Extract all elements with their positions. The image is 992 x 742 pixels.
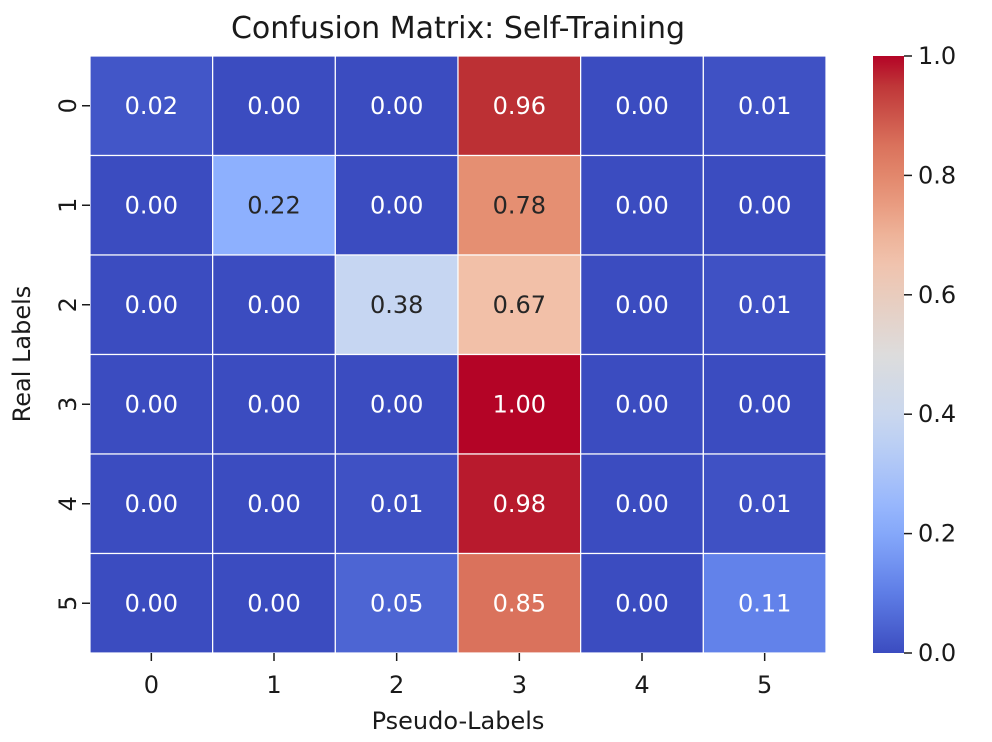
cell-value-r2-c1: 0.00 [247, 291, 300, 319]
cell-value-r3-c0: 0.00 [125, 390, 178, 418]
heatmap-cell-r1-c5 [702, 154, 827, 256]
cell-value-r2-c5: 0.01 [738, 291, 791, 319]
heatmap-cell-r4-c0 [89, 453, 214, 555]
cell-value-r4-c0: 0.00 [125, 490, 178, 518]
cell-value-r0-c2: 0.00 [370, 92, 423, 120]
heatmap-cell-r2-c1 [212, 254, 336, 356]
heatmap-cell-r3-c3 [457, 353, 582, 455]
cell-value-r3-c3: 1.00 [493, 390, 546, 418]
x-tick-label-4: 4 [634, 671, 649, 699]
y-axis-ticks: 0 1 2 3 4 5 [54, 98, 90, 611]
x-tick-label-0: 0 [144, 671, 159, 699]
heatmap-cell-r3-c5 [702, 353, 827, 455]
cell-value-r5-c3: 0.85 [493, 589, 546, 617]
x-axis-label: Pseudo-Labels [372, 707, 545, 735]
heatmap-cell-r1-c1 [212, 154, 336, 256]
heatmap-cell-r0-c0 [89, 55, 214, 157]
y-axis-label: Real Labels [8, 286, 36, 423]
cell-value-r4-c4: 0.00 [615, 490, 668, 518]
heatmap-cell-r5-c5 [702, 552, 827, 654]
x-tick-label-5: 5 [757, 671, 772, 699]
cell-value-r2-c0: 0.00 [125, 291, 178, 319]
cell-value-r1-c4: 0.00 [615, 191, 668, 219]
cell-value-r3-c5: 0.00 [738, 390, 791, 418]
heatmap-cell-r0-c2 [334, 55, 459, 157]
colorbar-tick-label-3: 0.6 [918, 281, 956, 309]
colorbar-tick-label-2: 0.4 [918, 400, 956, 428]
cell-value-r5-c4: 0.00 [615, 589, 668, 617]
heatmap-cell-r0-c1 [212, 55, 336, 157]
cell-value-r2-c2: 0.38 [370, 291, 423, 319]
y-tick-label-5: 5 [54, 596, 82, 611]
heatmap-cell-r3-c0 [89, 353, 214, 455]
heatmap-cell-r2-c5 [702, 254, 827, 356]
cell-value-r3-c1: 0.00 [247, 390, 300, 418]
cell-value-r2-c4: 0.00 [615, 291, 668, 319]
chart-title: Confusion Matrix: Self-Training [231, 11, 685, 46]
cell-value-r1-c2: 0.00 [370, 191, 423, 219]
heatmap-cell-r4-c3 [457, 453, 582, 555]
cell-value-r0-c5: 0.01 [738, 92, 791, 120]
colorbar-tick-label-5: 1.0 [918, 42, 956, 70]
cell-value-r4-c5: 0.01 [738, 490, 791, 518]
cell-value-r5-c2: 0.05 [370, 589, 423, 617]
cell-value-r0-c4: 0.00 [615, 92, 668, 120]
x-tick-label-3: 3 [512, 671, 527, 699]
heatmap-cell-r0-c3 [457, 55, 582, 157]
cell-value-r3-c4: 0.00 [615, 390, 668, 418]
cell-value-r5-c1: 0.00 [247, 589, 300, 617]
cell-value-r1-c0: 0.00 [125, 191, 178, 219]
heatmap-cell-r2-c0 [89, 254, 214, 356]
y-tick-label-3: 3 [54, 397, 82, 412]
cell-value-r4-c2: 0.01 [370, 490, 423, 518]
heatmap-cells [89, 55, 827, 654]
cell-value-r4-c1: 0.00 [247, 490, 300, 518]
cell-value-r1-c5: 0.00 [738, 191, 791, 219]
cell-value-r5-c5: 0.11 [738, 589, 791, 617]
heatmap-cell-r3-c2 [334, 353, 459, 455]
cell-value-r3-c2: 0.00 [370, 390, 423, 418]
heatmap-cell-r5-c0 [89, 552, 214, 654]
cell-value-r1-c1: 0.22 [247, 191, 300, 219]
cell-value-r0-c0: 0.02 [125, 92, 178, 120]
heatmap-cell-r3-c1 [212, 353, 336, 455]
heatmap-cell-r2-c3 [457, 254, 582, 356]
cell-value-r4-c3: 0.98 [493, 490, 546, 518]
heatmap-cell-r5-c4 [580, 552, 704, 654]
heatmap-cell-r1-c3 [457, 154, 582, 256]
y-tick-label-1: 1 [54, 198, 82, 213]
heatmap-cell-r2-c2 [334, 254, 459, 356]
cell-value-r2-c3: 0.67 [493, 291, 546, 319]
x-tick-label-1: 1 [266, 671, 281, 699]
x-axis-ticks: 0 1 2 3 4 5 [144, 653, 772, 699]
cell-value-r0-c3: 0.96 [493, 92, 546, 120]
cell-value-r5-c0: 0.00 [125, 589, 178, 617]
heatmap-cell-r0-c4 [580, 55, 704, 157]
heatmap-cell-r4-c4 [580, 453, 704, 555]
cell-value-r1-c3: 0.78 [493, 191, 546, 219]
y-tick-label-0: 0 [54, 98, 82, 113]
x-tick-label-2: 2 [389, 671, 404, 699]
colorbar-tick-label-4: 0.8 [918, 161, 956, 189]
cell-value-r0-c1: 0.00 [247, 92, 300, 120]
colorbar [873, 56, 904, 653]
heatmap-cell-r4-c2 [334, 453, 459, 555]
colorbar-tick-label-1: 0.2 [918, 520, 956, 548]
heatmap-cell-labels: 0.02 0.00 0.00 0.96 0.00 0.01 0.00 0.22 0.00 0.78… [125, 92, 792, 618]
heatmap-cell-r4-c5 [702, 453, 827, 555]
y-tick-label-4: 4 [54, 496, 82, 511]
colorbar-ticks: 0.0 0.2 0.4 0.6 0.8 1.0 [904, 42, 956, 667]
y-tick-label-2: 2 [54, 297, 82, 312]
heatmap-cell-r0-c5 [702, 55, 827, 157]
colorbar-tick-label-0: 0.0 [918, 639, 956, 667]
heatmap-cell-r2-c4 [580, 254, 704, 356]
heatmap-cell-r3-c4 [580, 353, 704, 455]
